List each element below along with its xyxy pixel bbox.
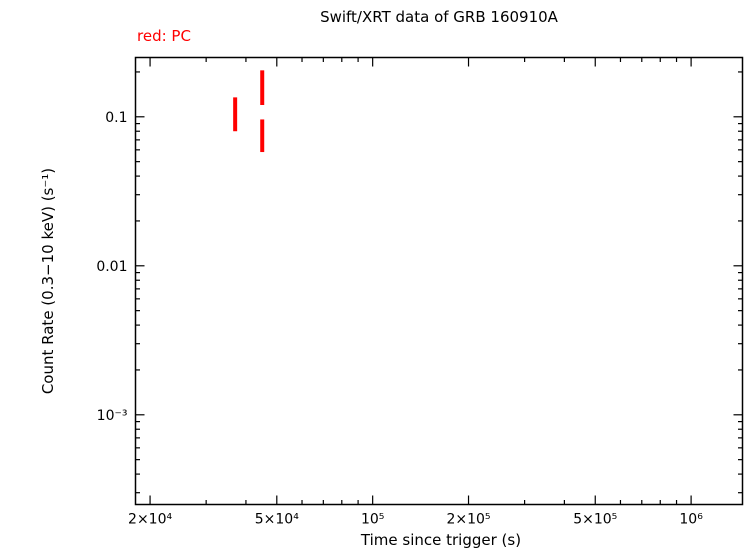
y-axis-label: Count Rate (0.3−10 keV) (s⁻¹) — [39, 167, 57, 395]
legend-label: red: PC — [137, 27, 191, 45]
svg-text:0.1: 0.1 — [105, 110, 127, 126]
svg-text:2×10⁵: 2×10⁵ — [446, 512, 490, 528]
svg-text:5×10⁵: 5×10⁵ — [573, 512, 617, 528]
svg-text:0.01: 0.01 — [96, 259, 127, 275]
svg-text:5×10⁴: 5×10⁴ — [255, 512, 299, 528]
svg-text:10⁻³: 10⁻³ — [97, 408, 128, 424]
svg-text:10⁶: 10⁶ — [679, 512, 703, 528]
chart-title: Swift/XRT data of GRB 160910A — [320, 8, 558, 26]
x-axis-label: Time since trigger (s) — [360, 531, 522, 549]
svg-text:10⁵: 10⁵ — [361, 512, 384, 528]
svg-text:2×10⁴: 2×10⁴ — [128, 512, 172, 528]
